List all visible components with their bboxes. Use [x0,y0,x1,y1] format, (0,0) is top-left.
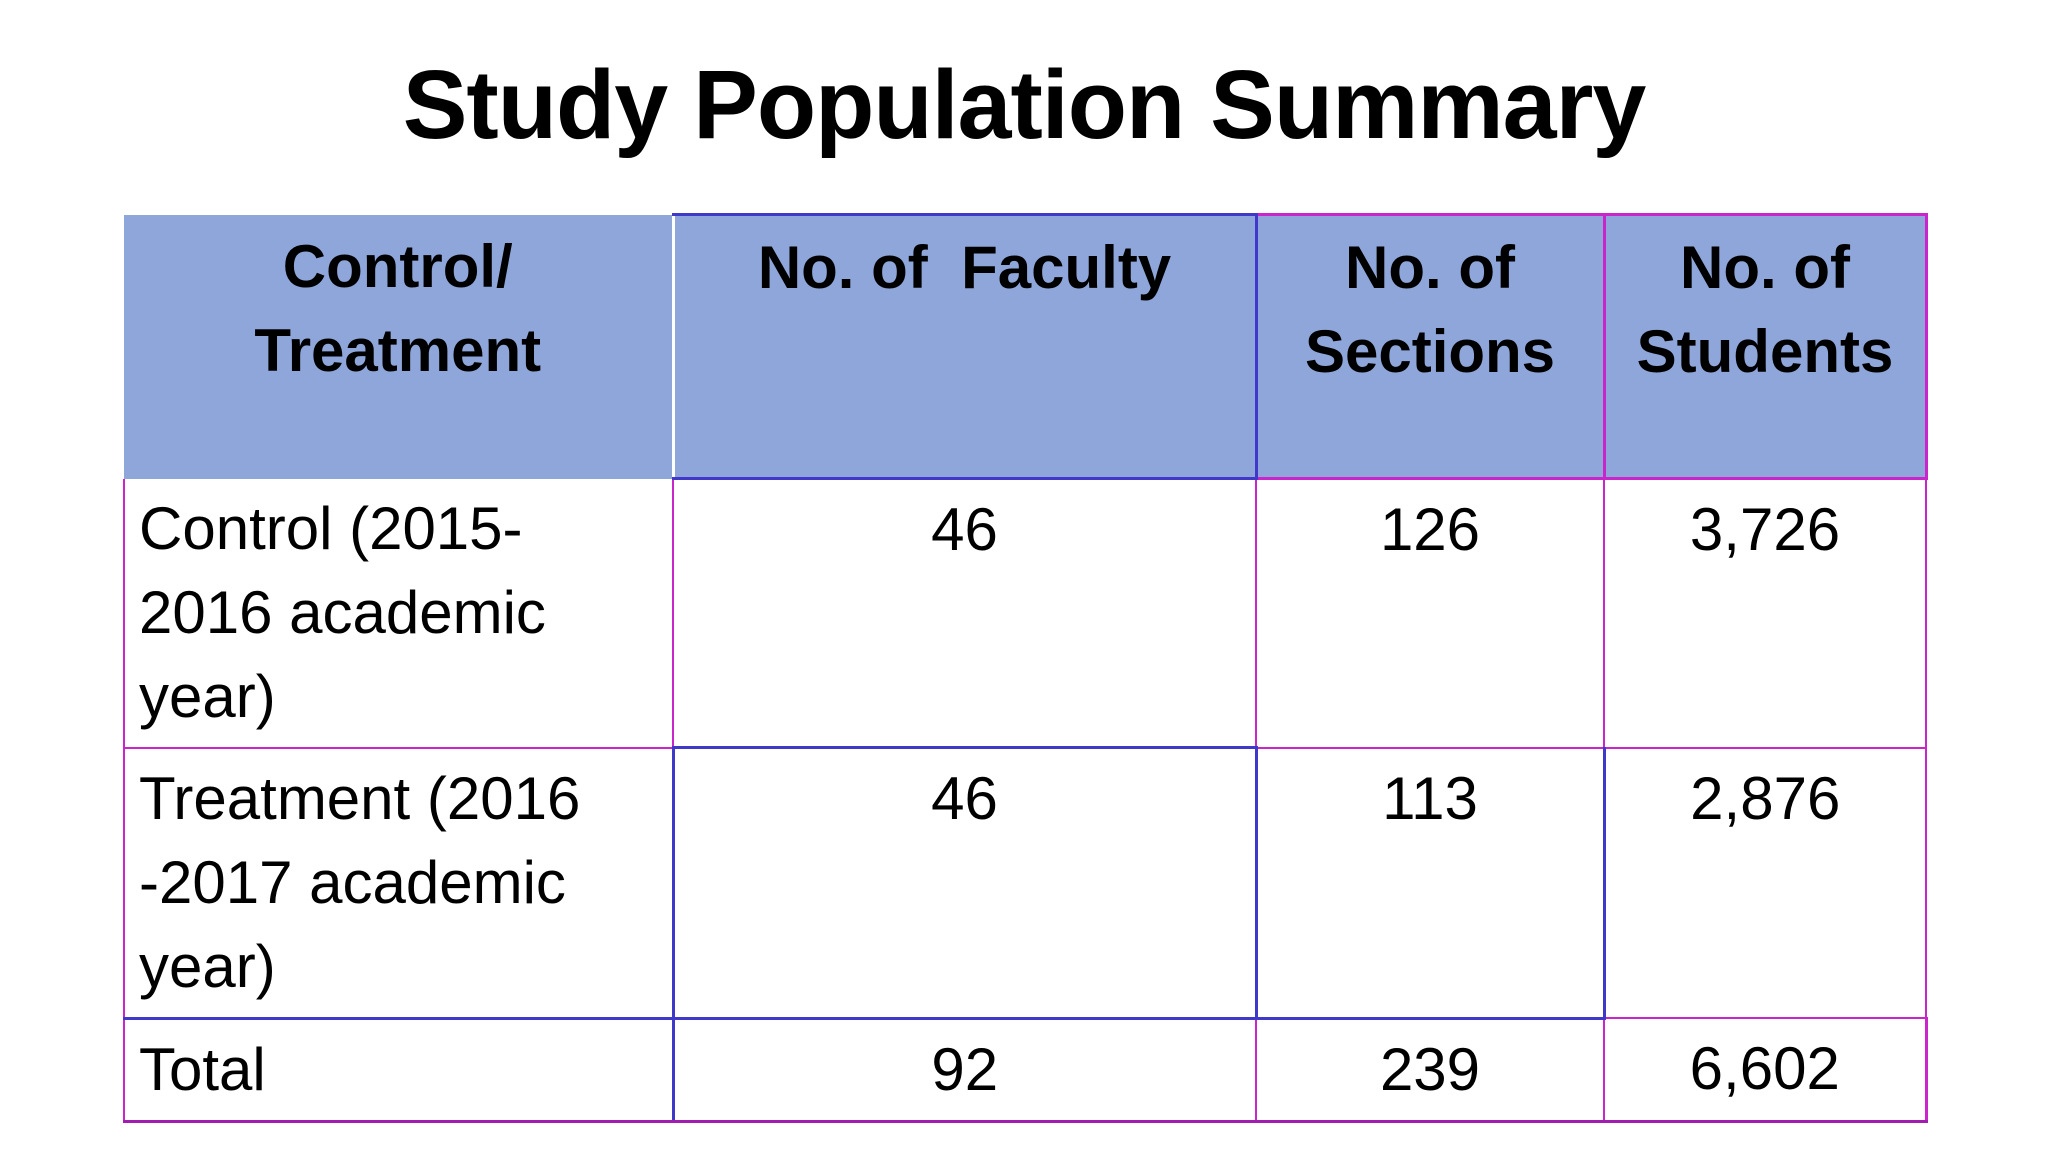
study-population-table: Control/ Treatment No. of Faculty No. of… [123,213,1928,1123]
table-header-row: Control/ Treatment No. of Faculty No. of… [124,213,1928,480]
row-label-treatment: Treatment (2016 -2017 academic year) [123,747,673,1020]
total-faculty-value: 92 [671,1018,1256,1123]
control-faculty-value: 46 [673,478,1257,749]
slide-title: Study Population Summary [402,50,1647,159]
treatment-students-value: 2,876 [1604,747,1927,1018]
row-label-control: Control (2015- 2016 academic year) [123,478,674,749]
total-students-value: 6,602 [1603,1017,1928,1123]
table-row-control: Control (2015- 2016 academic year) 46 12… [123,478,1927,749]
total-sections-value: 239 [1255,1018,1604,1123]
treatment-faculty-value: 46 [671,746,1258,1020]
table-row-total: Total 92 239 6,602 [123,1017,1928,1123]
header-cell-control-treatment: Control/ Treatment [124,214,673,479]
treatment-sections-value: 113 [1256,747,1606,1020]
header-cell-no-of-faculty: No. of Faculty [671,213,1258,480]
control-students-value: 3,726 [1604,478,1927,749]
header-cell-no-of-students: No. of Students [1604,213,1928,480]
control-sections-value: 126 [1256,478,1605,749]
header-cell-no-of-sections: No. of Sections [1256,213,1606,480]
row-label-total: Total [123,1018,673,1123]
table-row-treatment: Treatment (2016 -2017 academic year) 46 … [123,746,1927,1020]
